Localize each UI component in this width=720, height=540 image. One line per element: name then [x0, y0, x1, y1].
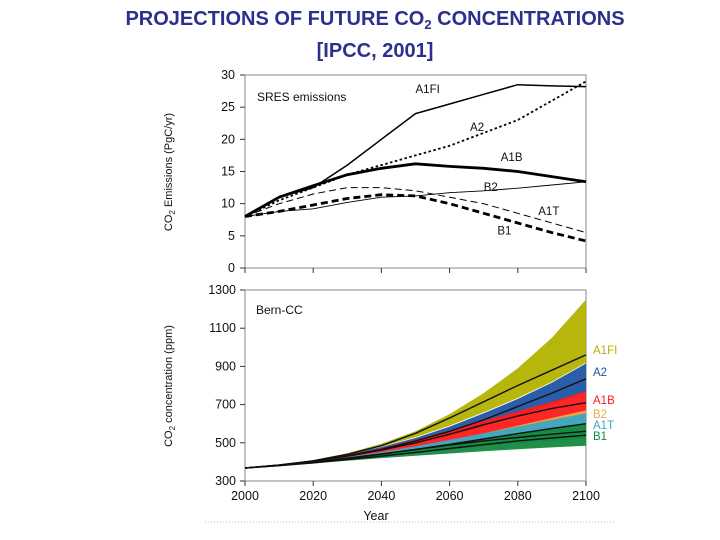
slide-title-line1: PROJECTIONS OF FUTURE CO2 CONCENTRATIONS [0, 6, 720, 38]
title-subscript: 2 [424, 17, 432, 32]
emissions-ytick-label: 30 [221, 68, 235, 82]
legend-label-a1b: A1B [593, 395, 615, 407]
concentration-xtick-label: 2040 [367, 489, 395, 503]
emissions-yticks: 0 5 10 15 20 25 30 [221, 68, 587, 275]
emissions-chart-title: SRES emissions [257, 90, 346, 104]
title-suffix: CONCENTRATIONS [431, 8, 625, 30]
emissions-series-b2 [244, 181, 587, 217]
emissions-series-a1b [244, 162, 587, 218]
concentration-xtick-label: 2060 [436, 489, 464, 503]
emissions-series-a1t [244, 187, 587, 234]
concentration-ytick-label: 1300 [208, 283, 236, 297]
concentration-ytick-label: 300 [215, 474, 236, 488]
concentration-band-b1 [245, 423, 586, 468]
emissions-label-a1b: A1B [501, 152, 523, 164]
emissions-series [244, 80, 587, 243]
concentration-ticks: 300 500 700 900 1100 1300 2000 2020 2040 2060 2080… [208, 283, 600, 503]
emissions-ytick-label: 0 [228, 261, 235, 275]
concentration-band-a1fi [245, 299, 586, 468]
concentration-ytick-label: 900 [215, 359, 236, 373]
legend-label-b1: B1 [593, 431, 607, 443]
legend-label-a2: A2 [593, 367, 607, 379]
concentration-series-b1 [244, 434, 587, 469]
concentration-y-axis-title: CO2 concentration (ppm) [163, 325, 177, 447]
emissions-ytick-label: 5 [228, 229, 235, 243]
emissions-plot-frame [244, 74, 587, 269]
concentration-ytick-label: 700 [215, 398, 236, 412]
concentration-ytick-label: 500 [215, 436, 236, 450]
emissions-label-a1fi: A1FI [416, 84, 440, 96]
emissions-ytick-label: 10 [221, 197, 235, 211]
legend-label-a1t: A1T [593, 420, 614, 432]
emissions-label-b1: B1 [497, 226, 511, 238]
emissions-label-a1t: A1T [538, 206, 559, 218]
slide-title-line2: [IPCC, 2001] [316, 40, 434, 62]
emissions-series-b1 [244, 193, 587, 243]
emissions-y-axis-title: CO2 Emissions (PgC/yr) [163, 113, 177, 231]
emissions-series-a2 [244, 80, 587, 218]
emissions-series-labels: A1FI A2 A1B B2 A1T B1 [416, 84, 560, 238]
concentration-xtick-label: 2020 [299, 489, 327, 503]
slide-title: PROJECTIONS OF FUTURE CO2 CONCENTRATIONS… [0, 6, 720, 65]
concentration-xtick-label: 2000 [231, 489, 259, 503]
concentration-ytick-label: 1100 [209, 321, 236, 335]
concentration-x-axis-title: Year [363, 509, 388, 523]
emissions-label-a2: A2 [470, 122, 484, 134]
emissions-ytick-label: 20 [221, 132, 235, 146]
title-prefix: PROJECTIONS OF FUTURE CO [125, 8, 425, 30]
legend-label-a1fi: A1FI [593, 345, 617, 357]
emissions-label-b2: B2 [484, 182, 498, 194]
concentration-chart-title: Bern-CC [256, 303, 303, 317]
concentration-chart: Bern-CC 300 500 700 900 1100 1300 2000 2020 2040… [163, 283, 617, 523]
legend-label-b2: B2 [593, 409, 607, 421]
concentration-xtick-label: 2080 [504, 489, 532, 503]
emissions-ytick-label: 25 [221, 100, 235, 114]
concentration-series [244, 354, 587, 469]
emissions-ytick-label: 15 [221, 165, 235, 179]
concentration-xtick-label: 2100 [572, 489, 600, 503]
